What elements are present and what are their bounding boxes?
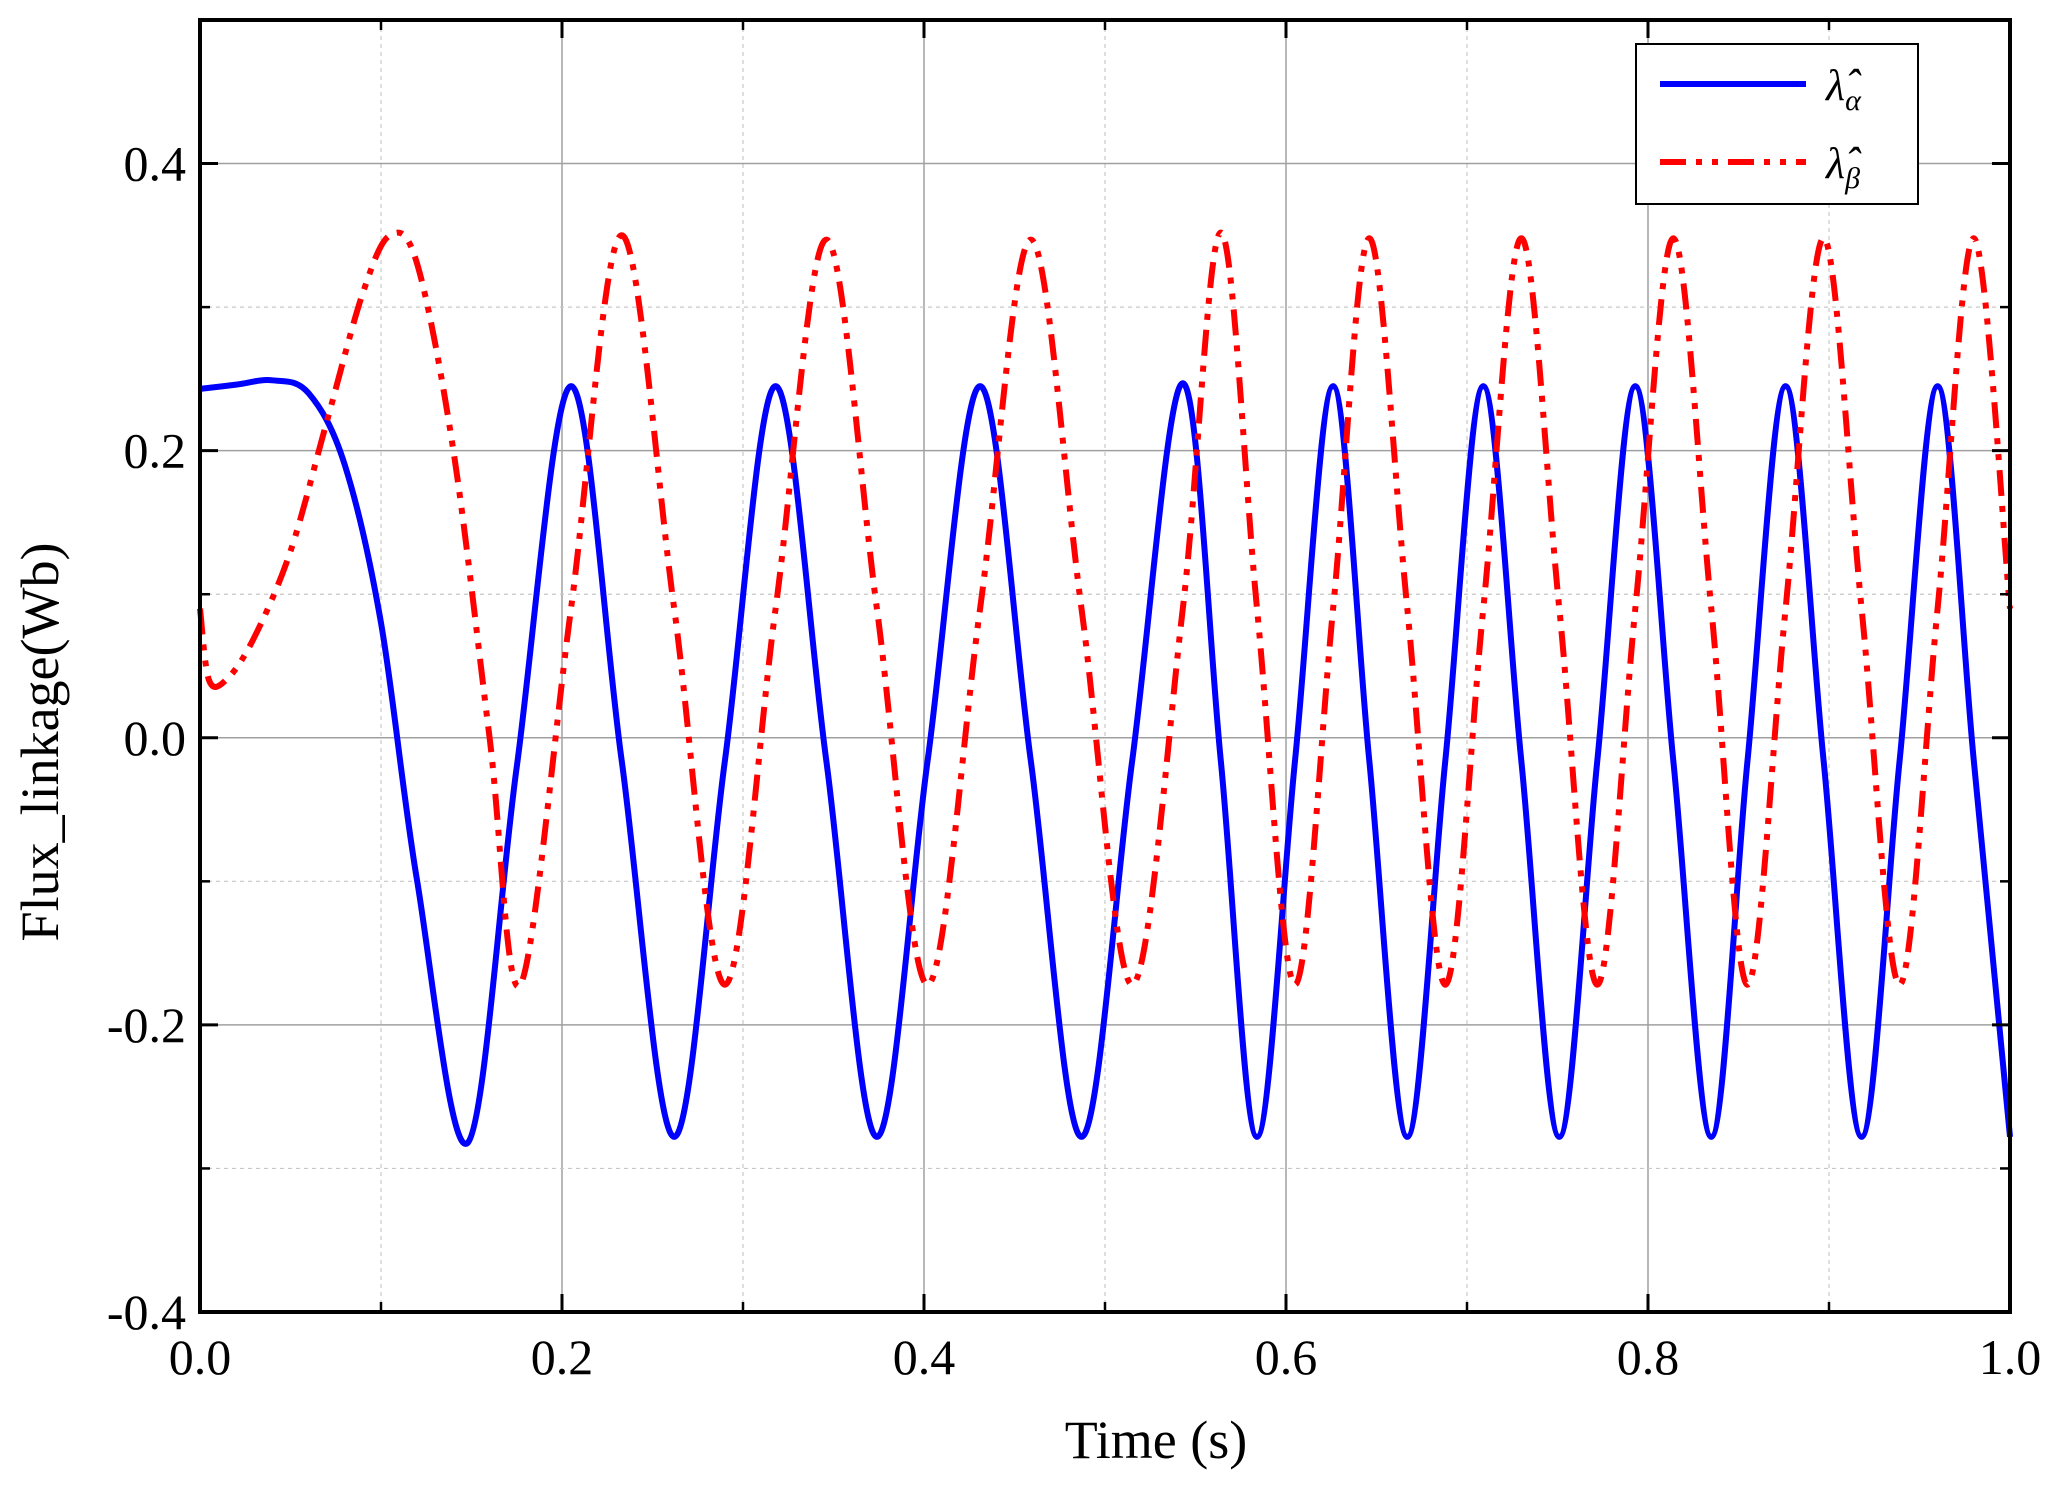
series-line-alpha [199,377,2013,1147]
legend: λ̂α λ̂β [1635,43,1919,205]
ticks-layer [198,20,2012,1314]
x-tick-label: 0.4 [893,1329,956,1385]
legend-box [1635,43,1919,205]
x-tick-label: 0.2 [531,1329,594,1385]
tick-label-layer: 0.0 0.2 0.4 0.6 0.8 1.0 -0.4 -0.2 0.0 0.2 0.4 [107,136,2041,1385]
series-layer [197,229,2013,1147]
grid-layer [200,20,2010,1312]
legend-subscript-alpha: α [1845,84,1862,117]
y-tick-label: 0.0 [124,710,187,766]
y-tick-label: -0.4 [107,1284,186,1340]
x-tick-label: 1.0 [1979,1329,2042,1385]
y-axis-title: Flux_linkage(Wb) [10,543,70,942]
y-tick-label: 0.4 [124,136,187,192]
legend-subscript-beta: β [1844,162,1860,195]
y-tick-label: 0.2 [124,423,187,479]
x-tick-label: 0.6 [1255,1329,1318,1385]
series-line-beta [197,229,2013,990]
y-tick-label: -0.2 [107,997,186,1053]
x-tick-label: 0.0 [169,1329,232,1385]
x-tick-label: 0.8 [1617,1329,1680,1385]
x-axis-title: Time (s) [1065,1410,1248,1470]
